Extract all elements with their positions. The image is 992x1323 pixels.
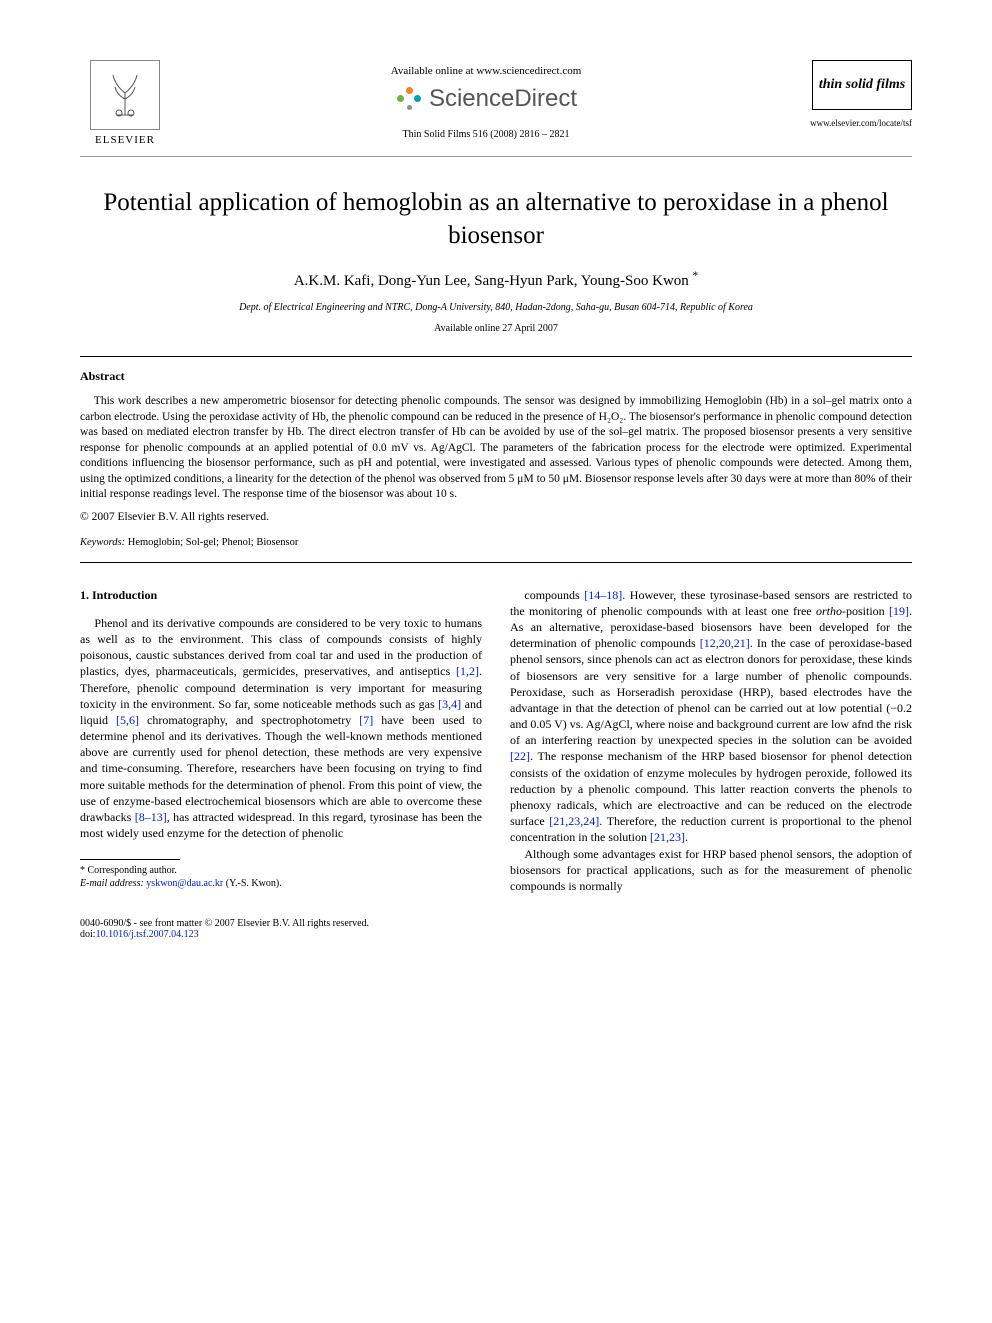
tsf-logo-text: thin solid films (819, 79, 905, 92)
footer-left: 0040-6090/$ - see front matter © 2007 El… (80, 918, 369, 940)
keywords-label: Keywords: (80, 537, 125, 548)
thin-solid-films-logo: thin solid films (812, 60, 912, 110)
intro-heading: 1. Introduction (80, 587, 482, 603)
keywords-list: Hemoglobin; Sol-gel; Phenol; Biosensor (128, 537, 299, 548)
doi-link[interactable]: 10.1016/j.tsf.2007.04.123 (96, 929, 199, 940)
email-tail: (Y.-S. Kwon). (223, 878, 281, 889)
available-online-text: Available online at www.sciencedirect.co… (170, 65, 802, 77)
intro-para-2: Although some advantages exist for HRP b… (510, 846, 912, 895)
abstract-heading: Abstract (80, 369, 912, 384)
sciencedirect-logo: ScienceDirect (395, 85, 577, 113)
journal-reference: Thin Solid Films 516 (2008) 2816 – 2821 (170, 129, 802, 140)
article-title: Potential application of hemoglobin as a… (80, 187, 912, 252)
affiliation: Dept. of Electrical Engineering and NTRC… (80, 302, 912, 313)
reference-link[interactable]: [8–13] (135, 810, 167, 824)
journal-logo-block: thin solid films www.elsevier.com/locate… (802, 60, 912, 128)
sciencedirect-icon (395, 85, 423, 113)
column-right: compounds [14–18]. However, these tyrosi… (510, 587, 912, 895)
abstract-bottom-rule (80, 562, 912, 563)
reference-link[interactable]: [21,23,24] (549, 814, 599, 828)
footnote-rule (80, 859, 180, 860)
elsevier-label: ELSEVIER (95, 134, 155, 146)
reference-link[interactable]: [19] (889, 604, 909, 618)
reference-link[interactable]: [1,2] (456, 664, 479, 678)
email-label: E-mail address: (80, 878, 144, 889)
center-header: Available online at www.sciencedirect.co… (170, 60, 802, 140)
elsevier-logo: ELSEVIER (80, 60, 170, 146)
corr-author-marker: * (693, 270, 699, 282)
journal-url: www.elsevier.com/locate/tsf (802, 118, 912, 128)
reference-link[interactable]: [7] (359, 713, 373, 727)
corresponding-footnote: * Corresponding author. (80, 864, 482, 877)
page-header: ELSEVIER Available online at www.science… (80, 60, 912, 146)
elsevier-tree-icon (90, 60, 160, 130)
header-rule (80, 156, 912, 157)
intro-para-1: Phenol and its derivative compounds are … (80, 615, 482, 842)
email-footnote: E-mail address: yskwon@dau.ac.kr (Y.-S. … (80, 877, 482, 890)
column-left: 1. Introduction Phenol and its derivativ… (80, 587, 482, 895)
reference-link[interactable]: [21,23] (650, 830, 685, 844)
abstract-body: This work describes a new amperometric b… (80, 394, 912, 503)
body-columns: 1. Introduction Phenol and its derivativ… (80, 587, 912, 895)
reference-link[interactable]: [3,4] (438, 697, 461, 711)
keywords: Keywords: Hemoglobin; Sol-gel; Phenol; B… (80, 537, 912, 548)
intro-para-1-cont: compounds [14–18]. However, these tyrosi… (510, 587, 912, 846)
front-matter-line: 0040-6090/$ - see front matter © 2007 El… (80, 918, 369, 929)
doi-line: doi:10.1016/j.tsf.2007.04.123 (80, 929, 369, 940)
reference-link[interactable]: [5,6] (116, 713, 139, 727)
author-list: A.K.M. Kafi, Dong-Yun Lee, Sang-Hyun Par… (294, 273, 693, 289)
abstract-copyright: © 2007 Elsevier B.V. All rights reserved… (80, 511, 912, 523)
reference-link[interactable]: [22] (510, 749, 530, 763)
available-date: Available online 27 April 2007 (80, 323, 912, 334)
reference-link[interactable]: [12,20,21] (700, 636, 750, 650)
authors: A.K.M. Kafi, Dong-Yun Lee, Sang-Hyun Par… (80, 270, 912, 290)
reference-link[interactable]: [14–18] (584, 588, 622, 602)
page-footer: 0040-6090/$ - see front matter © 2007 El… (80, 918, 912, 940)
sciencedirect-text: ScienceDirect (429, 85, 577, 113)
abstract-top-rule (80, 356, 912, 357)
doi-label: doi: (80, 929, 96, 940)
corresponding-email[interactable]: yskwon@dau.ac.kr (146, 878, 223, 889)
